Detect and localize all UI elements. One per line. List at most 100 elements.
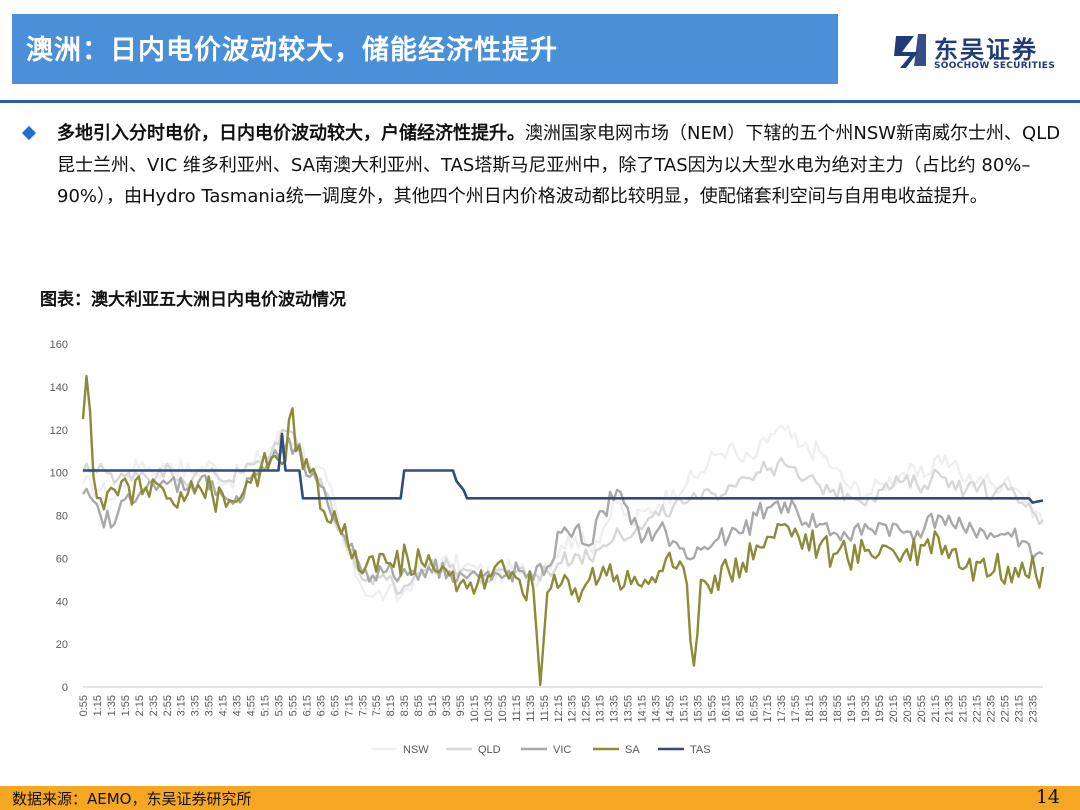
x-tick-label: 0:55 [78, 695, 90, 716]
x-tick-label: 2:35 [148, 695, 160, 716]
series-line-vic [82, 437, 1044, 583]
x-tick-label: 2:55 [162, 695, 174, 716]
x-tick-label: 13:35 [609, 695, 621, 723]
x-tick-label: 19:55 [874, 695, 886, 723]
x-tick-label: 20:15 [888, 695, 900, 723]
y-tick-label: 80 [56, 511, 68, 523]
x-tick-label: 15:55 [706, 695, 718, 723]
body-paragraph: 多地引入分时电价，日内电价波动较大，户储经济性提升。澳洲国家电网市场（NEM）下… [57, 118, 1062, 213]
series-line-nsw [81, 424, 1045, 602]
x-tick-label: 9:55 [455, 695, 467, 716]
x-tick-label: 18:55 [832, 695, 844, 723]
x-tick-label: 11:55 [539, 695, 551, 722]
y-tick-label: 60 [56, 553, 68, 565]
x-tick-label: 7:35 [357, 695, 369, 716]
x-tick-label: 19:15 [846, 695, 858, 723]
x-tick-label: 9:35 [441, 695, 453, 716]
x-tick-label: 5:15 [260, 695, 272, 716]
x-tick-label: 5:55 [287, 695, 299, 716]
x-tick-label: 6:35 [315, 695, 327, 716]
y-tick-label: 140 [50, 382, 68, 394]
x-tick-label: 4:35 [232, 695, 244, 716]
x-tick-label: 22:35 [986, 695, 998, 723]
x-tick-label: 3:55 [204, 695, 216, 716]
x-tick-label: 17:55 [790, 695, 802, 723]
x-tick-label: 10:35 [483, 695, 495, 723]
legend-label-tas: TAS [690, 744, 711, 756]
x-tick-label: 22:55 [1000, 695, 1012, 723]
x-tick-label: 4:15 [218, 695, 230, 716]
x-tick-label: 13:15 [595, 695, 607, 723]
x-tick-label: 18:35 [818, 695, 830, 723]
x-tick-label: 21:55 [958, 695, 970, 723]
x-tick-label: 1:15 [92, 695, 104, 716]
x-tick-label: 23:15 [1014, 695, 1026, 723]
series-line-qld [81, 428, 1044, 595]
x-tick-label: 10:15 [469, 695, 481, 723]
legend-label-sa: SA [625, 744, 640, 756]
x-tick-label: 17:15 [762, 695, 774, 723]
x-tick-label: 19:35 [860, 695, 872, 723]
x-tick-label: 1:55 [120, 695, 132, 716]
x-tick-label: 3:35 [190, 695, 202, 716]
soochow-logo-icon [894, 34, 926, 68]
x-tick-label: 5:35 [273, 695, 285, 716]
x-tick-label: 13:55 [623, 695, 635, 723]
x-tick-label: 6:15 [301, 695, 313, 716]
x-tick-label: 14:15 [637, 695, 649, 723]
x-tick-label: 7:15 [343, 695, 355, 716]
x-tick-label: 6:55 [329, 695, 341, 716]
x-tick-label: 11:35 [525, 695, 537, 722]
logo-text-cn: 东吴证券 [934, 36, 1038, 64]
body-text: 澳洲国家电网市场（NEM）下辖的五个州NSW新南威尔士州、QLD昆士兰州、VIC… [57, 123, 1061, 207]
x-tick-label: 21:15 [930, 695, 942, 723]
x-tick-label: 7:55 [371, 695, 383, 716]
y-tick-label: 20 [56, 639, 68, 651]
y-tick-label: 40 [56, 596, 68, 608]
data-source: 数据来源：AEMO，东吴证券研究所 [12, 790, 252, 808]
legend-label-vic: VIC [553, 744, 571, 756]
diamond-bullet-icon [21, 125, 37, 141]
x-tick-label: 20:55 [916, 695, 928, 723]
x-tick-label: 2:15 [134, 695, 146, 716]
x-tick-label: 8:55 [413, 695, 425, 716]
x-tick-label: 9:15 [427, 695, 439, 716]
series-line-tas [83, 432, 1044, 504]
x-tick-label: 15:35 [692, 695, 704, 723]
x-tick-label: 12:15 [553, 695, 565, 723]
page-number: 14 [1035, 786, 1060, 808]
x-tick-label: 16:35 [734, 695, 746, 723]
x-tick-label: 8:35 [399, 695, 411, 716]
y-tick-label: 160 [50, 339, 68, 351]
x-tick-label: 1:35 [106, 695, 118, 716]
lead-sentence: 多地引入分时电价，日内电价波动较大，户储经济性提升。 [57, 123, 525, 144]
figure-title: 图表：澳大利亚五大洲日内电价波动情况 [40, 290, 346, 310]
logo-text-en: SOOCHOW SECURITIES [934, 61, 1055, 71]
x-tick-label: 4:55 [246, 695, 258, 716]
x-tick-label: 15:15 [678, 695, 690, 723]
x-tick-label: 23:35 [1028, 695, 1040, 723]
x-tick-label: 12:55 [581, 695, 593, 723]
y-tick-label: 120 [50, 425, 68, 437]
x-tick-label: 3:15 [176, 695, 188, 716]
legend-label-qld: QLD [478, 744, 501, 756]
x-tick-label: 11:15 [511, 695, 523, 722]
x-tick-label: 12:35 [567, 695, 579, 723]
x-tick-label: 16:15 [720, 695, 732, 723]
x-tick-label: 20:35 [902, 695, 914, 723]
series-line-sa [81, 375, 1045, 687]
brand-logo: 东吴证券 SOOCHOW SECURITIES [892, 30, 1067, 75]
x-tick-label: 14:55 [664, 695, 676, 723]
x-tick-label: 10:55 [497, 695, 509, 723]
x-tick-label: 8:15 [385, 695, 397, 716]
x-tick-label: 22:15 [972, 695, 984, 723]
header-banner [12, 14, 838, 84]
header-divider [0, 100, 1080, 103]
x-tick-label: 18:15 [804, 695, 816, 723]
y-tick-label: 100 [50, 468, 68, 480]
x-tick-label: 21:35 [944, 695, 956, 723]
y-tick-label: 0 [62, 682, 68, 694]
page-title: 澳洲：日内电价波动较大，储能经济性提升 [26, 35, 558, 66]
price-line-chart: 0 20 40 60 80 100 120 140 160 0:55 1:15 1:35 1:55 2:1… [50, 339, 1045, 756]
x-tick-label: 14:35 [651, 695, 663, 723]
